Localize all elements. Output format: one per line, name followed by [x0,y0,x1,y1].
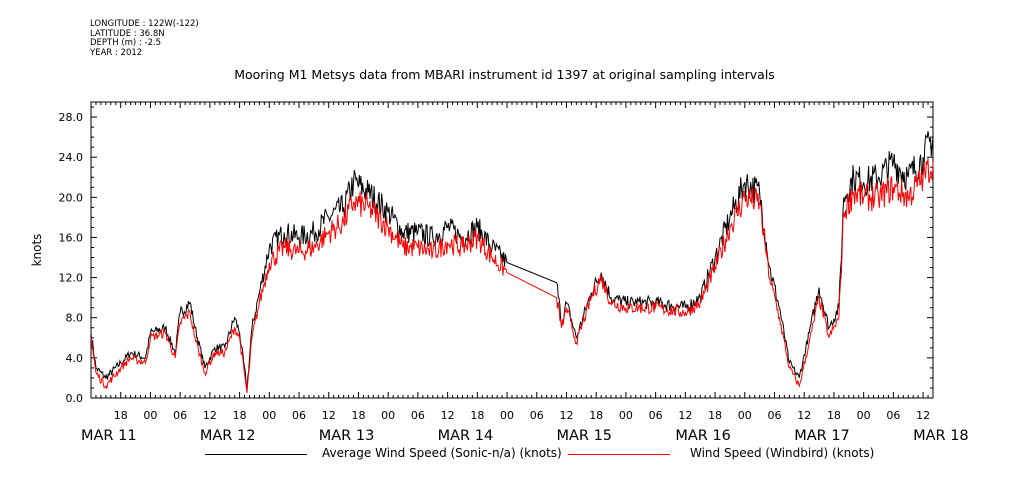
year-label: YEAR : 2012 [90,47,143,58]
x-tick-label: 06 [530,409,544,422]
x-tick-label: 06 [411,409,425,422]
x-tick-label: 06 [649,409,663,422]
y-tick-label: 24.0 [59,151,84,164]
x-tick-label: 12 [559,409,573,422]
x-tick-label: 06 [292,409,306,422]
x-day-label: MAR 12 [200,428,256,444]
y-tick-label: 28.0 [59,111,84,124]
y-tick-label: 16.0 [59,231,84,244]
depth-label: DEPTH (m) : -2.5 [90,38,162,48]
x-tick-label: 12 [916,409,930,422]
x-day-label: MAR 18 [913,428,969,444]
chart-labels: 0.0 4.0 8.0 12.0 16.0 20.0 24.0 28.0 18 00 06 12 18 0… [30,111,969,444]
longitude-label: LONGITUDE : 122W(-122) [90,19,199,29]
x-tick-label: 00 [857,409,871,422]
x-day-label: MAR 11 [81,428,137,444]
series-line-sonic [90,131,934,389]
x-tick-label: 12 [322,409,336,422]
station-metadata: LONGITUDE : 122W(-122) LATITUDE : 36.8N … [90,19,199,58]
x-tick-label: 12 [797,409,811,422]
x-tick-label: 18 [351,409,365,422]
x-tick-label: 00 [500,409,514,422]
x-tick-label: 06 [886,409,900,422]
x-tick-label: 00 [143,409,157,422]
y-axis-label: knots [30,234,44,267]
x-tick-label: 18 [470,409,484,422]
x-tick-label: 00 [619,409,633,422]
y-tick-label: 12.0 [59,272,84,285]
x-tick-label: 00 [262,409,276,422]
x-tick-label: 18 [589,409,603,422]
x-day-label: MAR 14 [438,428,494,444]
y-tick-label: 0.0 [66,392,84,405]
latitude-label: LATITUDE : 36.8N [90,28,165,39]
chart-title: Mooring M1 Metsys data from MBARI instru… [234,67,775,82]
series-layer [90,131,934,394]
legend-label-sonic: Average Wind Speed (Sonic-n/a) (knots) [322,446,562,460]
x-tick-label: 18 [708,409,722,422]
series-line-windbird [90,158,934,394]
x-tick-label: 00 [738,409,752,422]
x-tick-label: 18 [114,409,128,422]
chart-axes [90,101,934,399]
x-day-label: MAR 17 [794,428,850,444]
x-day-label: MAR 16 [675,428,731,444]
x-day-label: MAR 15 [556,428,612,444]
legend-line-windbird [568,454,670,455]
x-tick-label: 00 [381,409,395,422]
y-tick-label: 8.0 [66,312,84,325]
x-tick-label: 12 [678,409,692,422]
y-tick-label: 4.0 [66,352,84,365]
legend-line-sonic [205,454,307,455]
x-tick-label: 12 [203,409,217,422]
x-tick-label: 12 [441,409,455,422]
x-tick-label: 06 [173,409,187,422]
y-tick-label: 20.0 [59,191,84,204]
x-tick-label: 18 [233,409,247,422]
legend-label-windbird: Wind Speed (Windbird) (knots) [690,446,875,460]
x-day-label: MAR 13 [319,428,375,444]
x-tick-label: 18 [827,409,841,422]
x-tick-label: 06 [768,409,782,422]
